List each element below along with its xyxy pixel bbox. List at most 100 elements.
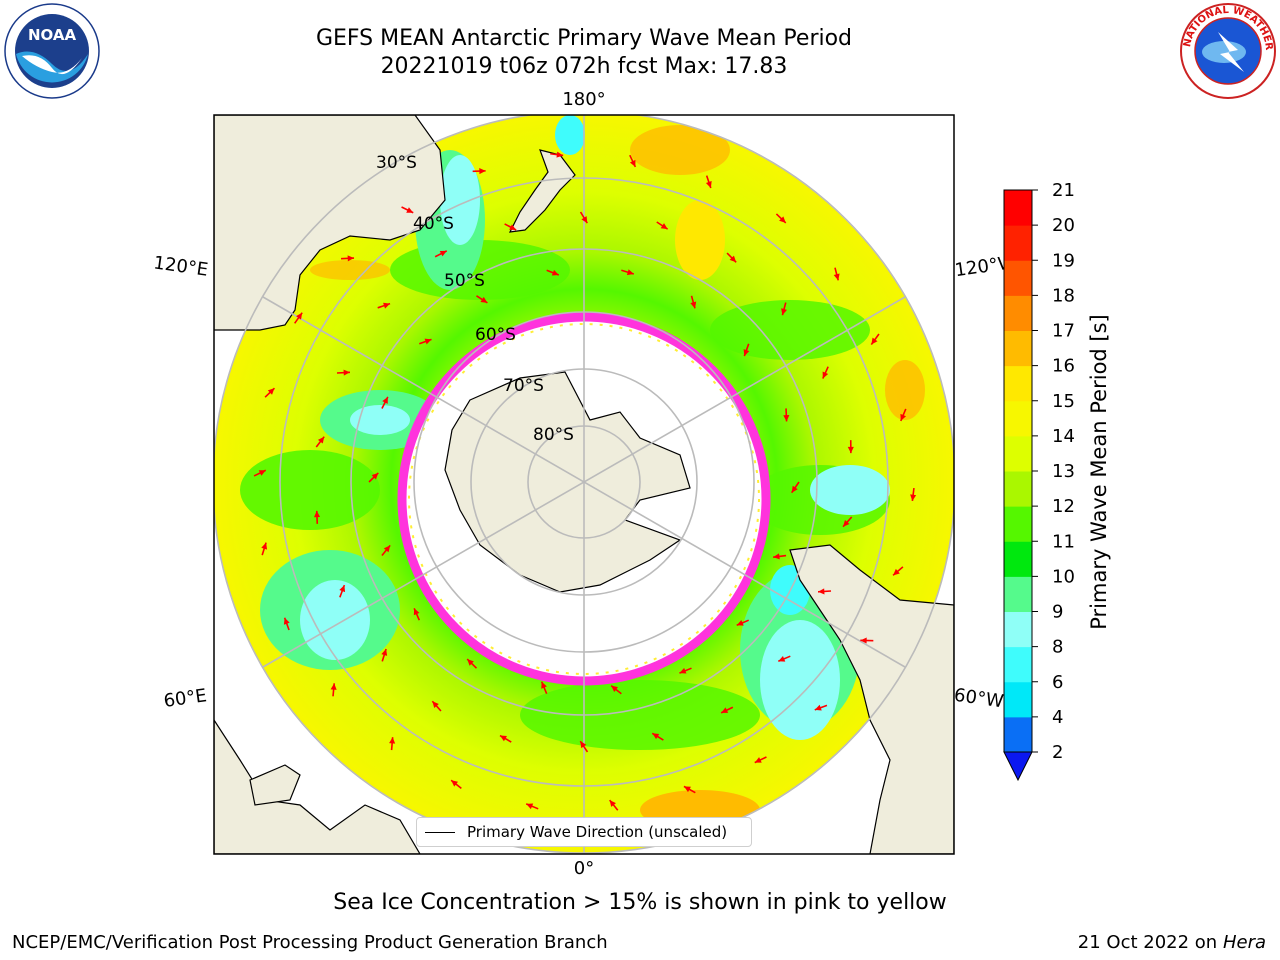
wave-direction-arrowhead bbox=[383, 545, 391, 553]
colorbar-segment bbox=[1004, 260, 1032, 296]
wave-direction-arrowhead bbox=[893, 568, 900, 576]
colorbar-segment bbox=[1004, 365, 1032, 402]
colorbar-tick-label: 10 bbox=[1052, 566, 1075, 587]
colorbar-tick-label: 8 bbox=[1052, 637, 1063, 658]
colorbar-tick-label: 19 bbox=[1052, 250, 1075, 271]
wave-direction-arrowhead bbox=[736, 620, 744, 626]
colorbar-tick-label: 4 bbox=[1052, 707, 1063, 728]
colorbar-tick-label: 13 bbox=[1052, 461, 1075, 482]
south-america-landmass bbox=[789, 544, 954, 854]
colorbar-tick-label: 9 bbox=[1052, 602, 1063, 623]
wave-direction-arrowhead bbox=[330, 683, 337, 690]
wave-direction-arrowhead bbox=[413, 608, 420, 616]
wave-direction-arrowhead bbox=[860, 637, 867, 644]
wave-direction-arrowhead bbox=[580, 741, 587, 749]
svg-text:NOAA: NOAA bbox=[28, 26, 77, 44]
wave-direction-arrows bbox=[253, 151, 917, 811]
wave-direction-arrowhead bbox=[581, 216, 588, 224]
wave-direction-arrowhead bbox=[317, 436, 325, 444]
wave-direction-arrowhead bbox=[267, 388, 275, 395]
colorbar-segment bbox=[1004, 646, 1032, 683]
wave-direction-arrowhead bbox=[729, 255, 737, 263]
lon-label-120e: 120°E bbox=[152, 252, 209, 280]
colorbar-tick-label: 18 bbox=[1052, 285, 1075, 306]
colorbar-segment bbox=[1004, 400, 1032, 437]
footer-credit: NCEP/EMC/Verification Post Processing Pr… bbox=[12, 932, 608, 953]
wave-direction-arrowhead bbox=[509, 224, 517, 230]
noaa-logo-icon: NOAA bbox=[4, 3, 100, 99]
colorbar-tick-label: 11 bbox=[1052, 531, 1075, 552]
wave-direction-arrowhead bbox=[754, 757, 762, 763]
wave-direction-arrowhead bbox=[499, 735, 507, 742]
map-subtitle: 20221019 t06z 072h fcst Max: 17.83 bbox=[380, 54, 788, 79]
colorbar-tick-label: 16 bbox=[1052, 356, 1075, 377]
new-zealand-landmass bbox=[508, 149, 576, 233]
wave-direction-arrowhead bbox=[791, 485, 798, 493]
colorbar-extend-min bbox=[1003, 751, 1033, 782]
colorbar-tick-label: 15 bbox=[1052, 391, 1075, 412]
lat-label-40s: 40°S bbox=[413, 214, 454, 234]
wave-direction-arrowhead bbox=[721, 707, 729, 713]
wave-direction-arrowhead bbox=[743, 349, 750, 357]
colorbar-tick-label: 21 bbox=[1052, 180, 1075, 201]
wave-direction-arrowhead bbox=[900, 413, 907, 421]
wave-direction-arrowhead bbox=[660, 223, 668, 230]
legend-line-icon bbox=[425, 831, 455, 833]
colorbar: 2 4 6 8 9 10 11 12 13 14 15 16 17 18 19 20 21 bbox=[1003, 180, 1075, 782]
colorbar-segment bbox=[1004, 330, 1032, 367]
wave-direction-arrowhead bbox=[611, 685, 618, 692]
wave-direction-arrowhead bbox=[818, 588, 825, 595]
colorbar-tick-label: 2 bbox=[1052, 742, 1063, 763]
colorbar-segment bbox=[1004, 435, 1032, 472]
wave-direction-arrowhead bbox=[424, 338, 432, 345]
footer-machine: Hera bbox=[1222, 932, 1266, 953]
colorbar-segment bbox=[1004, 471, 1032, 507]
map-legend: Primary Wave Direction (unscaled) bbox=[416, 817, 752, 847]
wave-direction-arrowhead bbox=[781, 308, 787, 316]
colorbar-segment bbox=[1004, 225, 1032, 261]
colorbar-tick-label: 17 bbox=[1052, 321, 1075, 342]
wave-direction-arrowhead bbox=[432, 701, 439, 708]
footer-date: 21 Oct 2022 on Hera bbox=[1078, 932, 1266, 953]
wave-direction-arrowhead bbox=[652, 733, 660, 740]
wave-direction-arrowhead bbox=[814, 704, 822, 711]
wave-direction-arrowhead bbox=[451, 780, 458, 787]
wave-direction-arrowhead bbox=[705, 181, 712, 188]
colorbar-tick-label: 14 bbox=[1052, 426, 1075, 447]
lon-label-60e: 60°E bbox=[162, 685, 208, 712]
lat-label-50s: 50°S bbox=[444, 271, 485, 291]
wave-direction-arrowhead bbox=[479, 168, 486, 175]
wave-direction-arrowhead bbox=[339, 585, 346, 593]
colorbar-title: Primary Wave Mean Period [s] bbox=[1087, 314, 1111, 630]
wave-direction-arrowhead bbox=[847, 446, 854, 454]
wave-direction-arrowhead bbox=[258, 470, 266, 476]
wave-direction-arrowhead bbox=[313, 510, 321, 518]
wave-direction-arrowhead bbox=[480, 296, 488, 303]
wave-direction-arrowhead bbox=[626, 269, 634, 276]
wave-direction-arrowhead bbox=[296, 312, 303, 320]
wave-direction-arrowhead bbox=[383, 302, 391, 309]
lon-label-60w: 60°W bbox=[953, 685, 1005, 713]
wave-direction-arrowhead bbox=[381, 649, 388, 656]
wave-direction-arrowhead bbox=[283, 617, 290, 625]
wave-direction-arrowhead bbox=[629, 159, 636, 167]
nws-logo-icon: NATIONAL WEATHER SERVICE bbox=[1178, 2, 1276, 99]
wave-direction-arrowhead bbox=[526, 803, 534, 810]
wave-direction-arrowhead bbox=[679, 667, 687, 674]
wave-direction-arrowhead bbox=[556, 151, 564, 158]
wave-direction-arrowhead bbox=[690, 301, 697, 309]
colorbar-segment bbox=[1004, 190, 1032, 226]
wave-direction-arrowhead bbox=[551, 269, 559, 276]
wave-direction-arrowhead bbox=[910, 494, 917, 501]
wave-direction-arrowhead bbox=[389, 737, 396, 744]
colorbar-tick-label: 6 bbox=[1052, 672, 1063, 693]
madagascar-landmass bbox=[249, 764, 301, 806]
colorbar-segment bbox=[1004, 576, 1032, 612]
wave-direction-arrowhead bbox=[347, 255, 355, 262]
lat-label-80s: 80°S bbox=[533, 425, 574, 445]
map-title: GEFS MEAN Antarctic Primary Wave Mean Pe… bbox=[315, 26, 853, 51]
wave-direction-arrowhead bbox=[783, 415, 790, 422]
antarctica-landmass bbox=[444, 371, 691, 593]
wave-direction-arrowhead bbox=[779, 216, 786, 223]
